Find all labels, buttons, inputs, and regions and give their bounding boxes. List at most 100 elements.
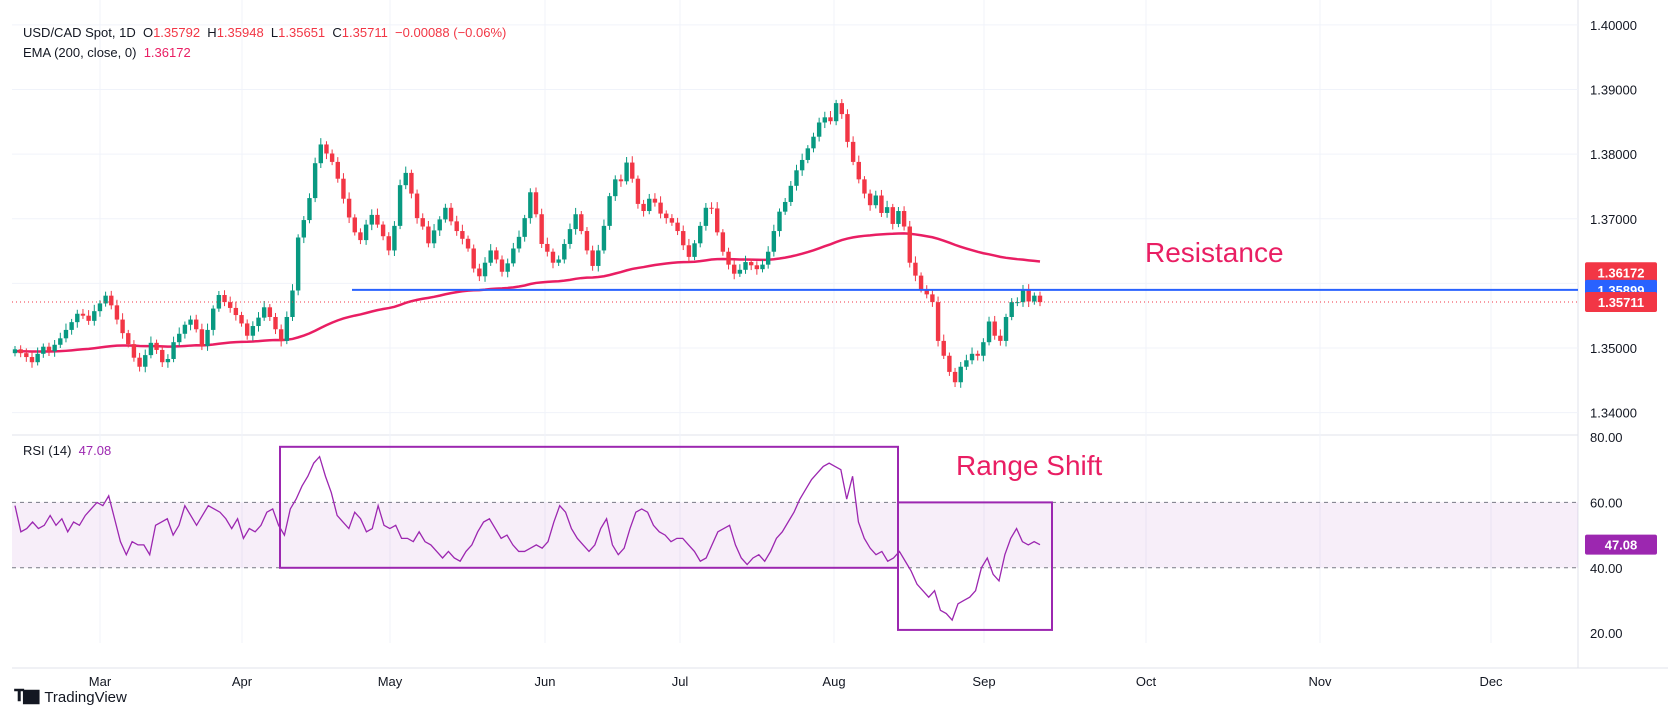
- price-tick-label: 1.40000: [1590, 18, 1637, 33]
- candle-body: [335, 161, 340, 179]
- ema-legend: EMA (200, close, 0) 1.36172: [23, 45, 191, 61]
- candle-body: [103, 295, 108, 304]
- candle-body: [448, 207, 454, 222]
- candle-body: [805, 148, 811, 160]
- high-label: H: [207, 25, 217, 40]
- candle-body: [414, 193, 420, 219]
- candle-body: [131, 344, 137, 358]
- candle-body: [154, 342, 159, 350]
- high-value: 1.35948: [216, 25, 264, 40]
- candle-body: [46, 346, 52, 352]
- candle-body: [431, 230, 437, 244]
- candle-body: [584, 231, 590, 251]
- candle-body: [505, 263, 510, 272]
- candle-body: [590, 250, 595, 266]
- candle-body: [392, 225, 397, 251]
- candle-body: [420, 218, 425, 227]
- candle-body: [635, 178, 641, 204]
- candle-body: [788, 185, 794, 202]
- candle-body: [482, 262, 488, 277]
- candle-body: [737, 269, 743, 274]
- rsi-tick-label: 20.00: [1590, 626, 1623, 641]
- price-badge: [1585, 262, 1657, 283]
- candle-body: [86, 315, 91, 321]
- candle-body: [816, 122, 822, 137]
- price-tick-label: 1.34000: [1590, 406, 1637, 421]
- candle-body: [545, 243, 550, 252]
- rsi-legend: RSI (14) 47.08: [23, 443, 111, 459]
- candle-body: [443, 207, 448, 220]
- candle-body: [539, 214, 544, 244]
- candle-body: [613, 179, 618, 197]
- candle-body: [630, 162, 635, 179]
- price-badge: [1585, 292, 1657, 313]
- candle-body: [284, 316, 290, 341]
- ema-value: 1.36172: [143, 45, 191, 60]
- candle-body: [92, 311, 97, 321]
- grid: [12, 0, 1668, 669]
- candle-body: [477, 268, 482, 277]
- candle-body: [143, 355, 148, 367]
- candle-body: [1026, 290, 1031, 302]
- candle-body: [862, 179, 867, 194]
- candle-body: [952, 371, 958, 383]
- price-axis: 1.340001.350001.360001.370001.380001.390…: [89, 18, 1657, 689]
- candle-body: [681, 231, 686, 246]
- candle-body: [533, 192, 539, 215]
- candle-body: [171, 342, 176, 359]
- candle-body: [1032, 295, 1037, 302]
- rsi-badge-label: 47.08: [1605, 538, 1638, 553]
- candle-body: [120, 319, 125, 334]
- candle-body: [992, 321, 997, 336]
- candle-body: [329, 153, 335, 162]
- candle-body: [494, 250, 499, 260]
- month-tick-label: May: [378, 674, 403, 689]
- month-tick-label: Jul: [672, 674, 689, 689]
- main-legend: USD/CAD Spot, 1D O1.35792 H1.35948 L1.35…: [23, 25, 506, 41]
- candle-body: [698, 225, 703, 244]
- candle-body: [731, 264, 737, 274]
- candle-body: [845, 114, 850, 142]
- candle-body: [211, 308, 216, 330]
- candle-body: [799, 159, 805, 171]
- price-tick-label: 1.35000: [1590, 341, 1637, 356]
- change-value: −0.00088 (−0.06%): [395, 25, 507, 40]
- tradingview-brand[interactable]: 𝐓▇ TradingView: [14, 688, 127, 706]
- candle-body: [924, 289, 929, 295]
- candle-body: [233, 307, 239, 316]
- candle-body: [703, 207, 709, 226]
- month-tick-label: Oct: [1136, 674, 1157, 689]
- candle-body: [771, 231, 777, 252]
- candle-body: [1003, 316, 1009, 341]
- candle-body: [850, 141, 856, 162]
- candle-body: [454, 221, 459, 232]
- candle-body: [41, 346, 46, 354]
- candle-body: [358, 232, 363, 241]
- candle-body: [290, 290, 295, 317]
- range-box-new: [897, 501, 1053, 631]
- candle-body: [160, 349, 165, 363]
- candle-body: [126, 333, 131, 345]
- rsi-tick-label: 60.00: [1590, 495, 1623, 510]
- candle-body: [686, 245, 692, 257]
- candle-body: [227, 302, 233, 308]
- candle-body: [930, 294, 935, 303]
- rsi-badge: [1585, 534, 1657, 555]
- close-label: C: [332, 25, 342, 40]
- candle-body: [499, 259, 505, 272]
- candle-body: [748, 262, 754, 266]
- candle-body: [867, 193, 873, 206]
- candle-body: [199, 329, 205, 347]
- candle-body: [267, 307, 273, 317]
- candle-body: [975, 353, 980, 356]
- month-tick-label: Aug: [822, 674, 845, 689]
- candle-body: [720, 232, 726, 252]
- candle-body: [986, 321, 992, 343]
- symbol-label: USD/CAD Spot, 1D: [23, 25, 136, 40]
- overlays: [12, 288, 1578, 303]
- candle-body: [24, 353, 29, 358]
- candle-body: [754, 265, 760, 270]
- candle-body: [873, 195, 878, 206]
- candle-body: [375, 214, 380, 225]
- candle-body: [890, 207, 895, 224]
